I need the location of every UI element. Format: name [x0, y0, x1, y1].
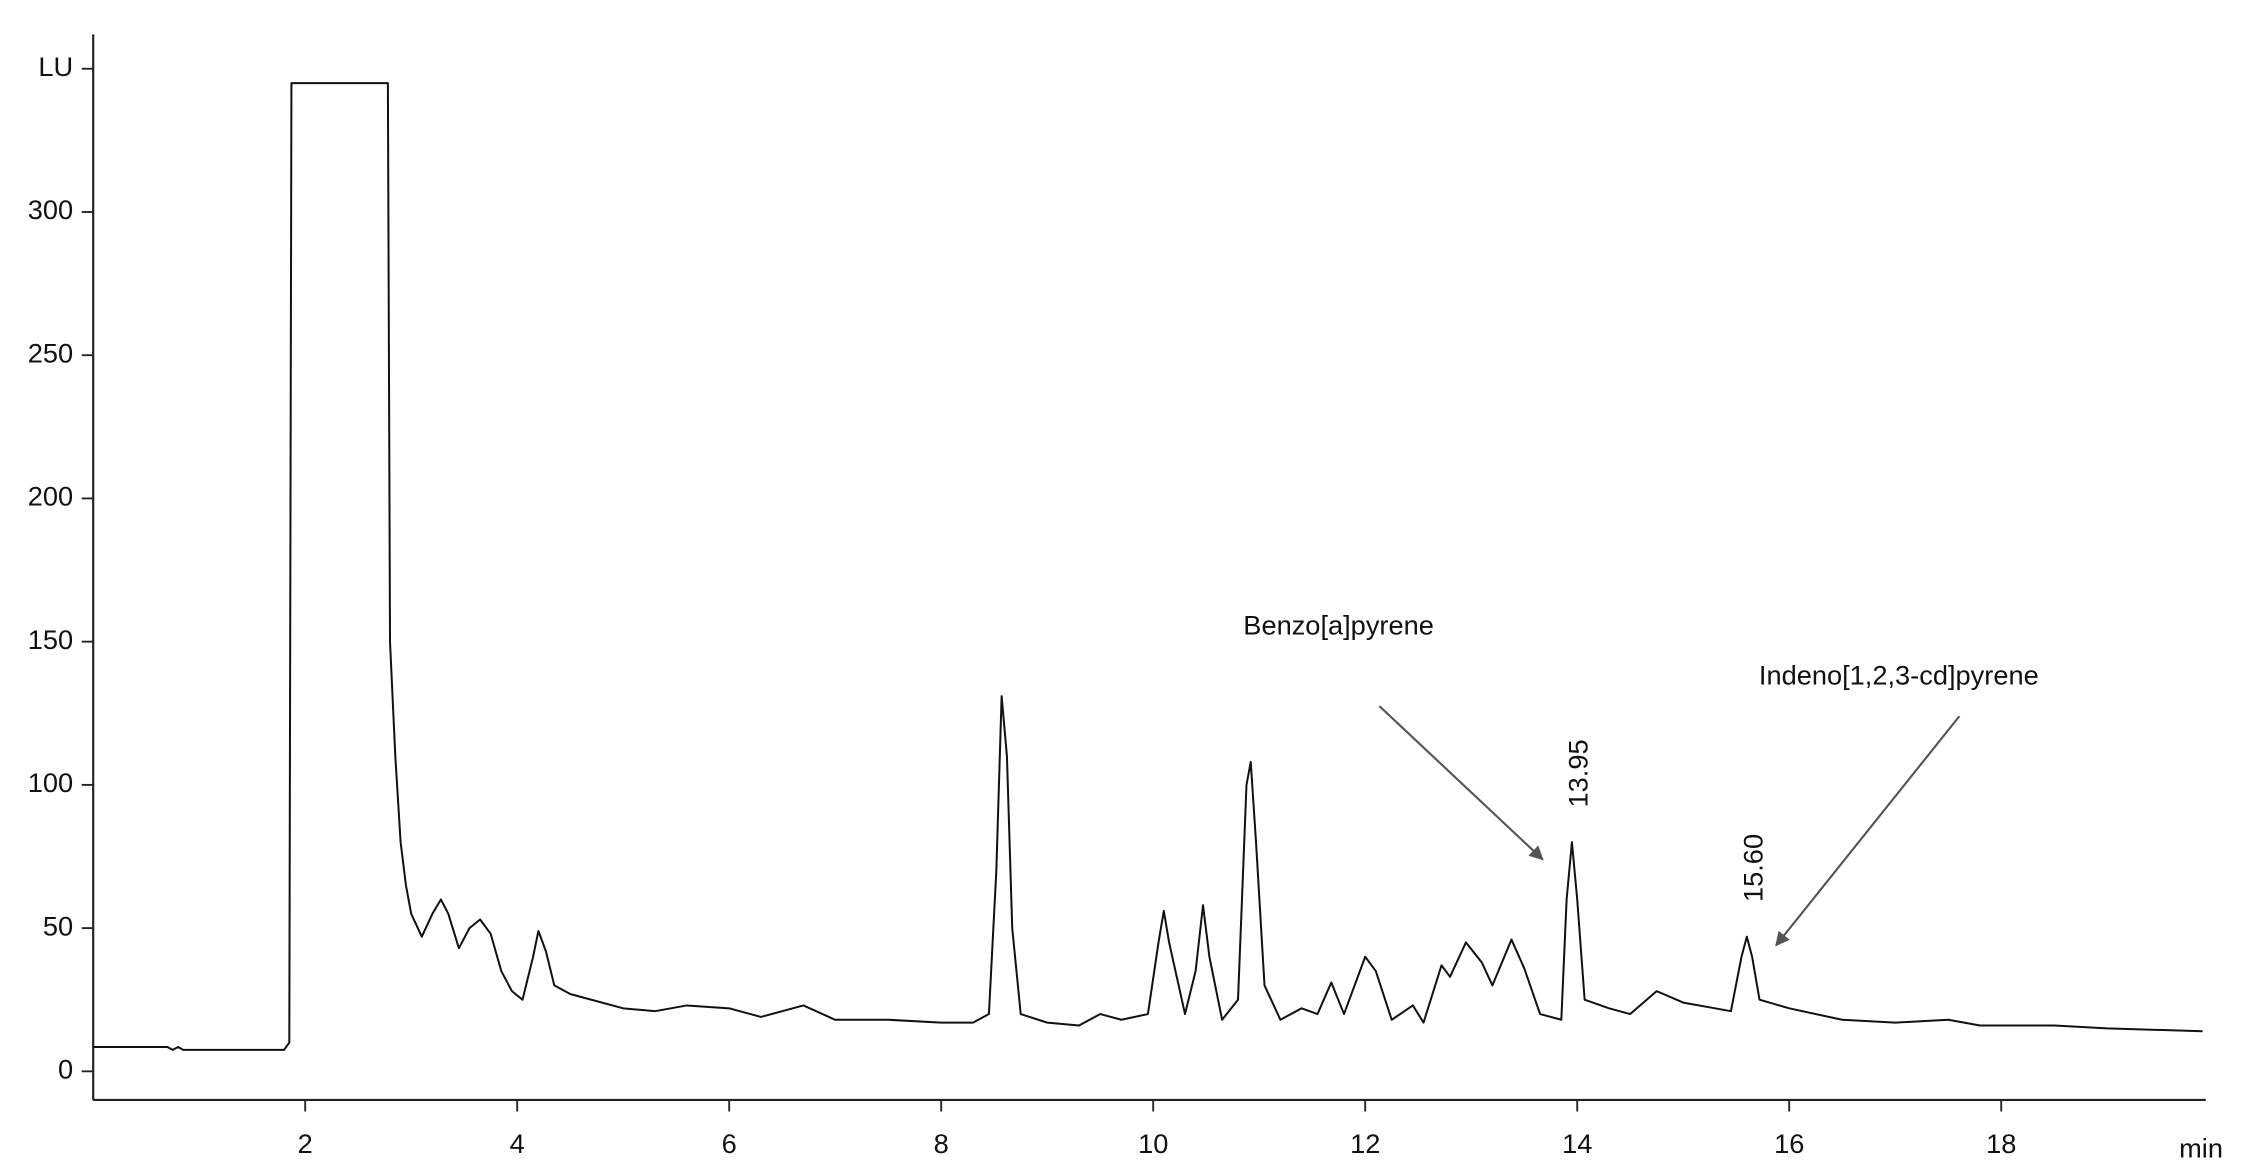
y-tick-label: LU — [38, 51, 73, 82]
x-tick-label: 2 — [298, 1128, 313, 1159]
annotation-text: Indeno[1,2,3-cd]pyrene — [1759, 660, 2039, 691]
trace — [93, 82, 2203, 1051]
y-tick-label: 300 — [28, 194, 73, 225]
x-tick-label: 18 — [1986, 1128, 2016, 1159]
x-tick-label: 4 — [510, 1128, 525, 1159]
y-tick-label: 250 — [28, 337, 73, 368]
x-axis-label: min — [2179, 1132, 2223, 1163]
x-tick-label: 16 — [1774, 1128, 1804, 1159]
peak-label: 15.60 — [1738, 834, 1769, 902]
peak-label: 13.95 — [1563, 739, 1594, 807]
y-tick-label: 50 — [43, 910, 73, 941]
x-tick-label: 6 — [722, 1128, 737, 1159]
annotation-arrow — [1775, 715, 1961, 947]
y-tick-label: 100 — [28, 767, 73, 798]
y-tick-label: 0 — [58, 1054, 73, 1085]
x-tick-label: 12 — [1350, 1128, 1380, 1159]
x-tick-label: 8 — [934, 1128, 949, 1159]
annotation-text: Benzo[a]pyrene — [1243, 610, 1434, 641]
annotation-arrow — [1378, 705, 1544, 861]
y-tick-label: 200 — [28, 481, 73, 512]
x-tick-label: 10 — [1138, 1128, 1168, 1159]
y-tick-label: 150 — [28, 624, 73, 655]
x-tick-label: 14 — [1562, 1128, 1592, 1159]
